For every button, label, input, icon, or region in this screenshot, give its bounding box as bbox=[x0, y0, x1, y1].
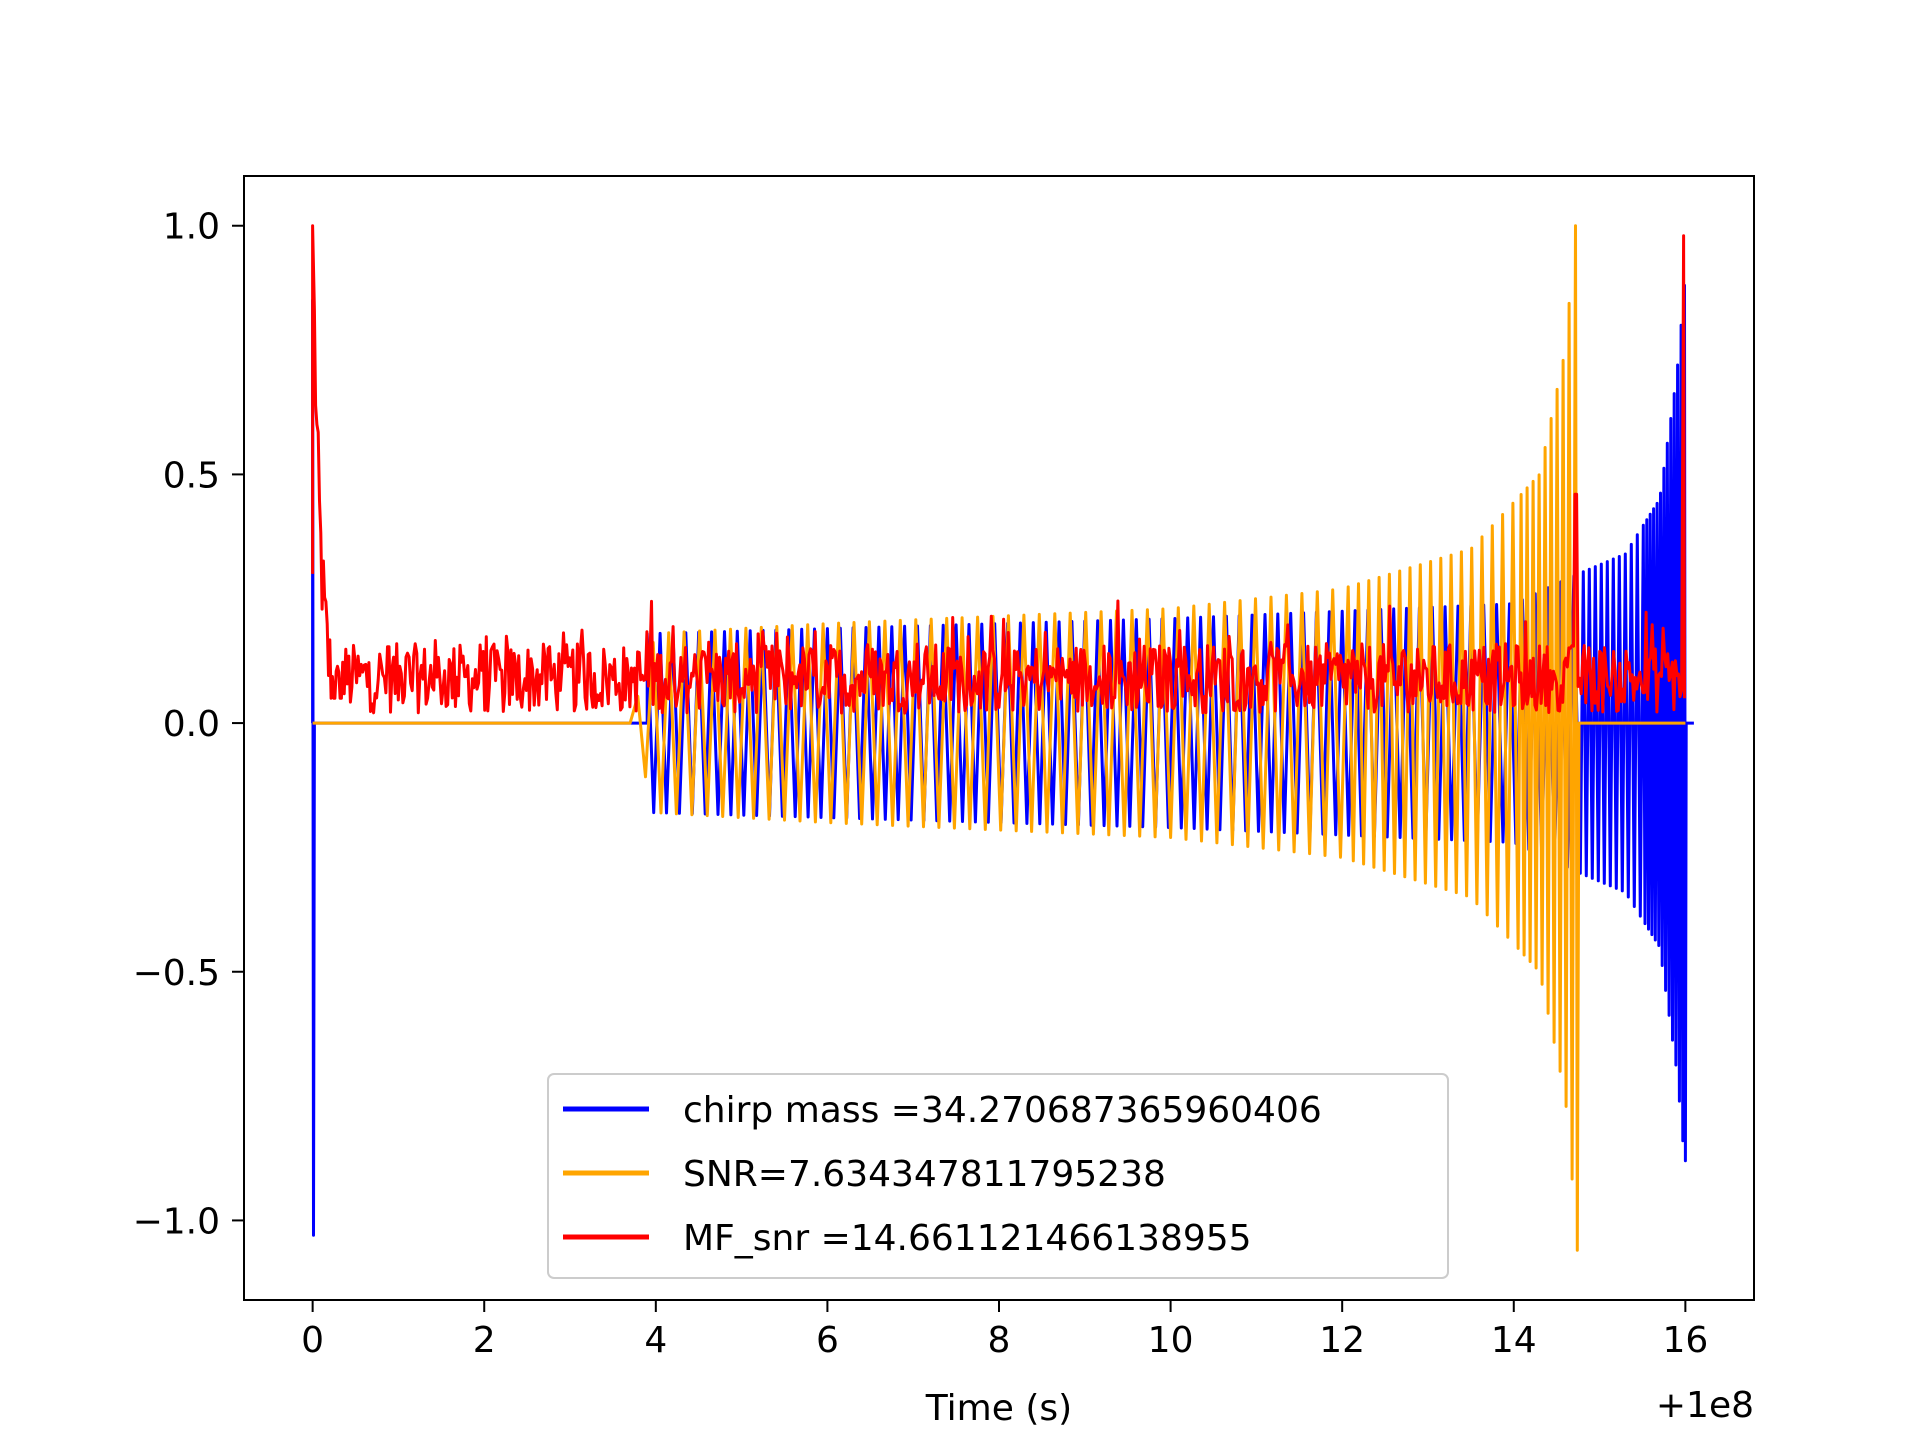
x-axis-ticks: 0 2 4 6 8 10 12 14 16 bbox=[301, 1300, 1708, 1361]
y-tick-label: 1.0 bbox=[163, 207, 220, 248]
x-tick-label: 0 bbox=[301, 1320, 324, 1361]
series-line-snr bbox=[312, 224, 1686, 1252]
y-tick-label: 0.0 bbox=[163, 704, 220, 745]
legend-label-chirp-mass: chirp mass =34.270687365960406 bbox=[683, 1090, 1322, 1131]
y-tick-label: −0.5 bbox=[133, 953, 220, 994]
y-axis-ticks: −1.0 −0.5 0.0 0.5 1.0 bbox=[133, 207, 244, 1242]
x-tick-label: 4 bbox=[644, 1320, 667, 1361]
legend-label-mf-snr: MF_snr =14.661121466138955 bbox=[683, 1218, 1252, 1259]
x-tick-label: 8 bbox=[988, 1320, 1011, 1361]
legend-label-snr: SNR=7.634347811795238 bbox=[683, 1154, 1166, 1195]
x-axis-offset-label: +1e8 bbox=[1656, 1385, 1754, 1426]
x-tick-label: 12 bbox=[1319, 1320, 1365, 1361]
legend-box bbox=[547, 1073, 1449, 1279]
series-layer bbox=[311, 224, 1694, 1252]
x-axis-label: Time (s) bbox=[925, 1388, 1072, 1429]
x-tick-label: 16 bbox=[1662, 1320, 1708, 1361]
y-tick-label: −1.0 bbox=[133, 1201, 220, 1242]
x-tick-label: 2 bbox=[473, 1320, 496, 1361]
x-tick-label: 14 bbox=[1491, 1320, 1537, 1361]
legend: chirp mass =34.270687365960406 SNR=7.634… bbox=[547, 1073, 1449, 1279]
y-tick-label: 0.5 bbox=[163, 455, 220, 496]
series-line-chirp-mass bbox=[311, 283, 1694, 1237]
series-line-mf-snr bbox=[311, 224, 1686, 715]
x-tick-label: 6 bbox=[816, 1320, 839, 1361]
x-tick-label: 10 bbox=[1148, 1320, 1194, 1361]
